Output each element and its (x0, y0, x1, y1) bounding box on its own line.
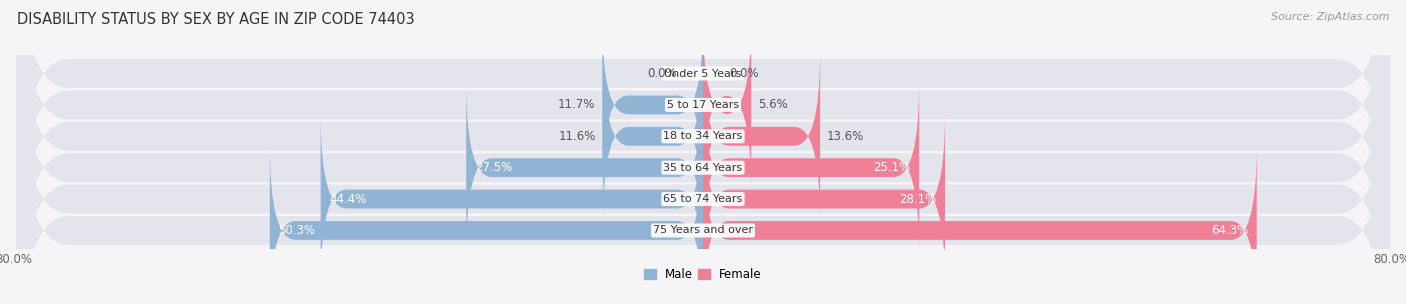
Text: 27.5%: 27.5% (475, 161, 512, 174)
Text: 64.3%: 64.3% (1211, 224, 1249, 237)
Text: 50.3%: 50.3% (278, 224, 315, 237)
FancyBboxPatch shape (17, 25, 1389, 304)
Legend: Male, Female: Male, Female (640, 264, 766, 286)
FancyBboxPatch shape (703, 20, 751, 190)
Text: 5.6%: 5.6% (758, 98, 787, 112)
Text: 25.1%: 25.1% (873, 161, 911, 174)
Text: 5 to 17 Years: 5 to 17 Years (666, 100, 740, 110)
Text: 0.0%: 0.0% (648, 67, 678, 80)
FancyBboxPatch shape (703, 83, 920, 252)
Text: 44.4%: 44.4% (329, 192, 367, 206)
FancyBboxPatch shape (703, 52, 820, 221)
FancyBboxPatch shape (321, 114, 703, 284)
Text: 65 to 74 Years: 65 to 74 Years (664, 194, 742, 204)
FancyBboxPatch shape (703, 146, 1257, 304)
FancyBboxPatch shape (17, 0, 1389, 304)
Text: 28.1%: 28.1% (898, 192, 936, 206)
Text: 11.6%: 11.6% (558, 130, 596, 143)
Text: 11.7%: 11.7% (558, 98, 595, 112)
FancyBboxPatch shape (17, 0, 1389, 279)
Text: 18 to 34 Years: 18 to 34 Years (664, 131, 742, 141)
Text: 0.0%: 0.0% (728, 67, 758, 80)
FancyBboxPatch shape (17, 57, 1389, 304)
Text: 75 Years and over: 75 Years and over (652, 226, 754, 236)
FancyBboxPatch shape (270, 146, 703, 304)
Text: DISABILITY STATUS BY SEX BY AGE IN ZIP CODE 74403: DISABILITY STATUS BY SEX BY AGE IN ZIP C… (17, 12, 415, 27)
FancyBboxPatch shape (703, 114, 945, 284)
Text: 13.6%: 13.6% (827, 130, 865, 143)
FancyBboxPatch shape (603, 52, 703, 221)
FancyBboxPatch shape (467, 83, 703, 252)
Text: 35 to 64 Years: 35 to 64 Years (664, 163, 742, 173)
FancyBboxPatch shape (17, 0, 1389, 247)
Text: Source: ZipAtlas.com: Source: ZipAtlas.com (1271, 12, 1389, 22)
FancyBboxPatch shape (17, 0, 1389, 304)
Text: Under 5 Years: Under 5 Years (665, 68, 741, 78)
FancyBboxPatch shape (602, 20, 703, 190)
